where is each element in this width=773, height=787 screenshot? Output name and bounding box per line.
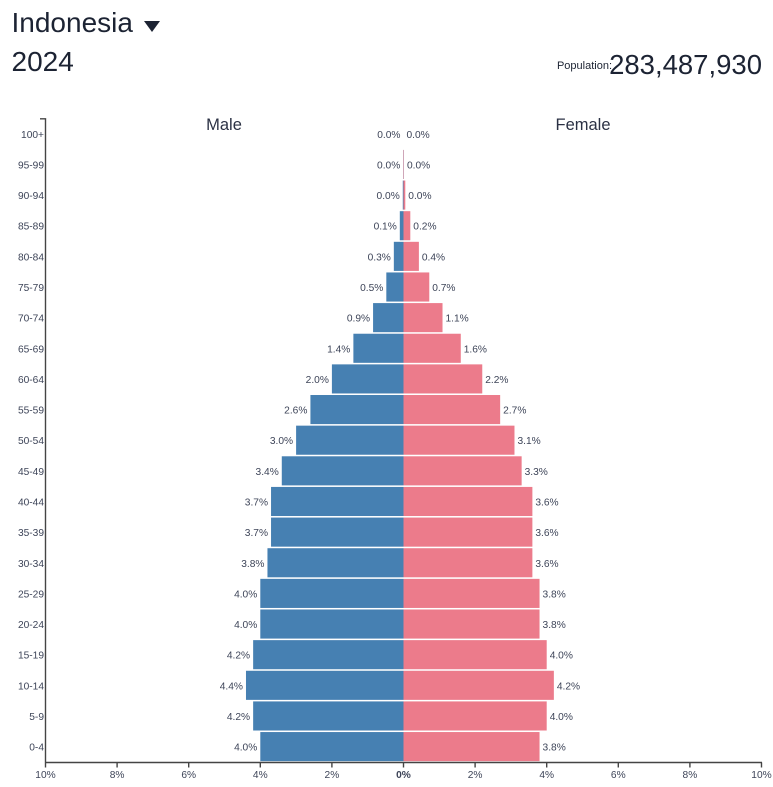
svg-text:6%: 6% xyxy=(611,770,626,781)
svg-text:0.9%: 0.9% xyxy=(347,314,370,325)
svg-text:1.1%: 1.1% xyxy=(446,314,469,325)
svg-text:10%: 10% xyxy=(35,770,55,781)
svg-text:0.7%: 0.7% xyxy=(432,283,455,294)
svg-text:3.8%: 3.8% xyxy=(543,743,566,754)
svg-text:4%: 4% xyxy=(539,770,554,781)
svg-text:8%: 8% xyxy=(683,770,698,781)
svg-text:0.4%: 0.4% xyxy=(422,252,445,263)
svg-text:4.0%: 4.0% xyxy=(550,651,573,662)
svg-text:3.8%: 3.8% xyxy=(241,559,264,570)
svg-text:3.7%: 3.7% xyxy=(245,528,268,539)
svg-text:0.0%: 0.0% xyxy=(407,130,430,141)
svg-text:20-24: 20-24 xyxy=(18,620,44,631)
svg-text:10-14: 10-14 xyxy=(18,681,44,692)
svg-text:0.3%: 0.3% xyxy=(368,252,391,263)
svg-text:0.1%: 0.1% xyxy=(374,222,397,233)
svg-text:3.6%: 3.6% xyxy=(535,528,558,539)
svg-text:10%: 10% xyxy=(751,770,771,781)
svg-text:3.3%: 3.3% xyxy=(525,467,548,478)
svg-text:3.4%: 3.4% xyxy=(256,467,279,478)
svg-text:4%: 4% xyxy=(253,770,268,781)
svg-text:50-54: 50-54 xyxy=(18,436,44,447)
svg-text:0%: 0% xyxy=(396,770,411,781)
svg-text:0.0%: 0.0% xyxy=(377,191,400,202)
svg-text:75-79: 75-79 xyxy=(18,283,44,294)
svg-text:3.6%: 3.6% xyxy=(535,559,558,570)
svg-text:100+: 100+ xyxy=(21,130,44,141)
svg-text:70-74: 70-74 xyxy=(18,314,44,325)
svg-text:8%: 8% xyxy=(110,770,125,781)
svg-text:85-89: 85-89 xyxy=(18,222,44,233)
svg-text:65-69: 65-69 xyxy=(18,344,44,355)
svg-text:0.0%: 0.0% xyxy=(377,130,400,141)
svg-text:6%: 6% xyxy=(181,770,196,781)
svg-text:4.2%: 4.2% xyxy=(227,651,250,662)
svg-text:3.1%: 3.1% xyxy=(517,436,540,447)
svg-text:25-29: 25-29 xyxy=(18,589,44,600)
svg-text:2.2%: 2.2% xyxy=(485,375,508,386)
svg-text:0.2%: 0.2% xyxy=(413,222,436,233)
svg-text:4.2%: 4.2% xyxy=(227,712,250,723)
svg-text:3.0%: 3.0% xyxy=(270,436,293,447)
svg-text:4.0%: 4.0% xyxy=(234,620,257,631)
svg-text:1.6%: 1.6% xyxy=(464,344,487,355)
svg-text:4.2%: 4.2% xyxy=(557,681,580,692)
svg-text:35-39: 35-39 xyxy=(18,528,44,539)
svg-text:15-19: 15-19 xyxy=(18,651,44,662)
svg-text:45-49: 45-49 xyxy=(18,467,44,478)
svg-text:1.4%: 1.4% xyxy=(327,344,350,355)
svg-text:4.0%: 4.0% xyxy=(234,743,257,754)
svg-text:90-94: 90-94 xyxy=(18,191,44,202)
svg-text:0.0%: 0.0% xyxy=(407,160,430,171)
svg-text:5-9: 5-9 xyxy=(29,712,44,723)
svg-text:0-4: 0-4 xyxy=(29,743,44,754)
svg-text:30-34: 30-34 xyxy=(18,559,44,570)
svg-text:Male: Male xyxy=(206,116,242,134)
svg-text:4.0%: 4.0% xyxy=(550,712,573,723)
svg-text:60-64: 60-64 xyxy=(18,375,44,386)
svg-text:4.0%: 4.0% xyxy=(234,589,257,600)
svg-text:2%: 2% xyxy=(325,770,340,781)
svg-text:3.6%: 3.6% xyxy=(535,497,558,508)
svg-text:2.6%: 2.6% xyxy=(284,406,307,417)
svg-text:40-44: 40-44 xyxy=(18,497,44,508)
svg-text:0.0%: 0.0% xyxy=(377,160,400,171)
svg-text:3.8%: 3.8% xyxy=(543,589,566,600)
svg-text:95-99: 95-99 xyxy=(18,160,44,171)
svg-text:0.0%: 0.0% xyxy=(408,191,431,202)
svg-text:2.7%: 2.7% xyxy=(503,406,526,417)
svg-text:2%: 2% xyxy=(468,770,483,781)
svg-text:3.8%: 3.8% xyxy=(543,620,566,631)
svg-text:4.4%: 4.4% xyxy=(220,681,243,692)
svg-text:55-59: 55-59 xyxy=(18,406,44,417)
svg-text:80-84: 80-84 xyxy=(18,252,44,263)
svg-text:2.0%: 2.0% xyxy=(306,375,329,386)
svg-text:Female: Female xyxy=(555,116,610,134)
svg-text:3.7%: 3.7% xyxy=(245,497,268,508)
svg-text:0.5%: 0.5% xyxy=(360,283,383,294)
